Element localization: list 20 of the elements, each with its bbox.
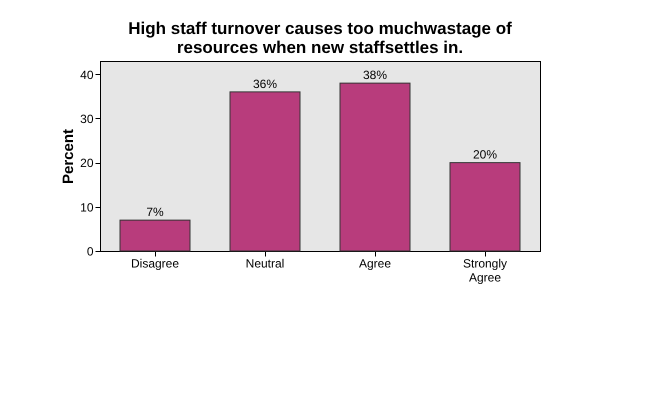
x-tick-label: Agree <box>358 256 392 270</box>
y-tick-label: 30 <box>80 112 94 126</box>
text: resources when new staffsettles in. <box>176 38 464 57</box>
bar <box>450 162 520 252</box>
x-tick-label: Neutral <box>246 256 284 270</box>
y-tick-label: 20 <box>80 156 94 170</box>
y-axis-title: Percent <box>60 128 78 184</box>
data-label: 38% <box>362 68 388 82</box>
data-label: 7% <box>146 205 164 220</box>
bar <box>120 220 190 252</box>
y-tick-label: 0 <box>86 244 94 258</box>
data-label: 20% <box>472 148 498 162</box>
text: High staff turnover causes too muchwastage of <box>128 19 512 38</box>
y-tick-label: 40 <box>80 68 94 82</box>
x-tick-label: Strongly Agree <box>462 256 508 284</box>
bar <box>340 82 410 252</box>
data-label: 36% <box>252 76 278 91</box>
y-tick-label: 10 <box>80 200 94 214</box>
bar <box>230 91 300 252</box>
x-tick-label: Disagree <box>130 256 180 270</box>
